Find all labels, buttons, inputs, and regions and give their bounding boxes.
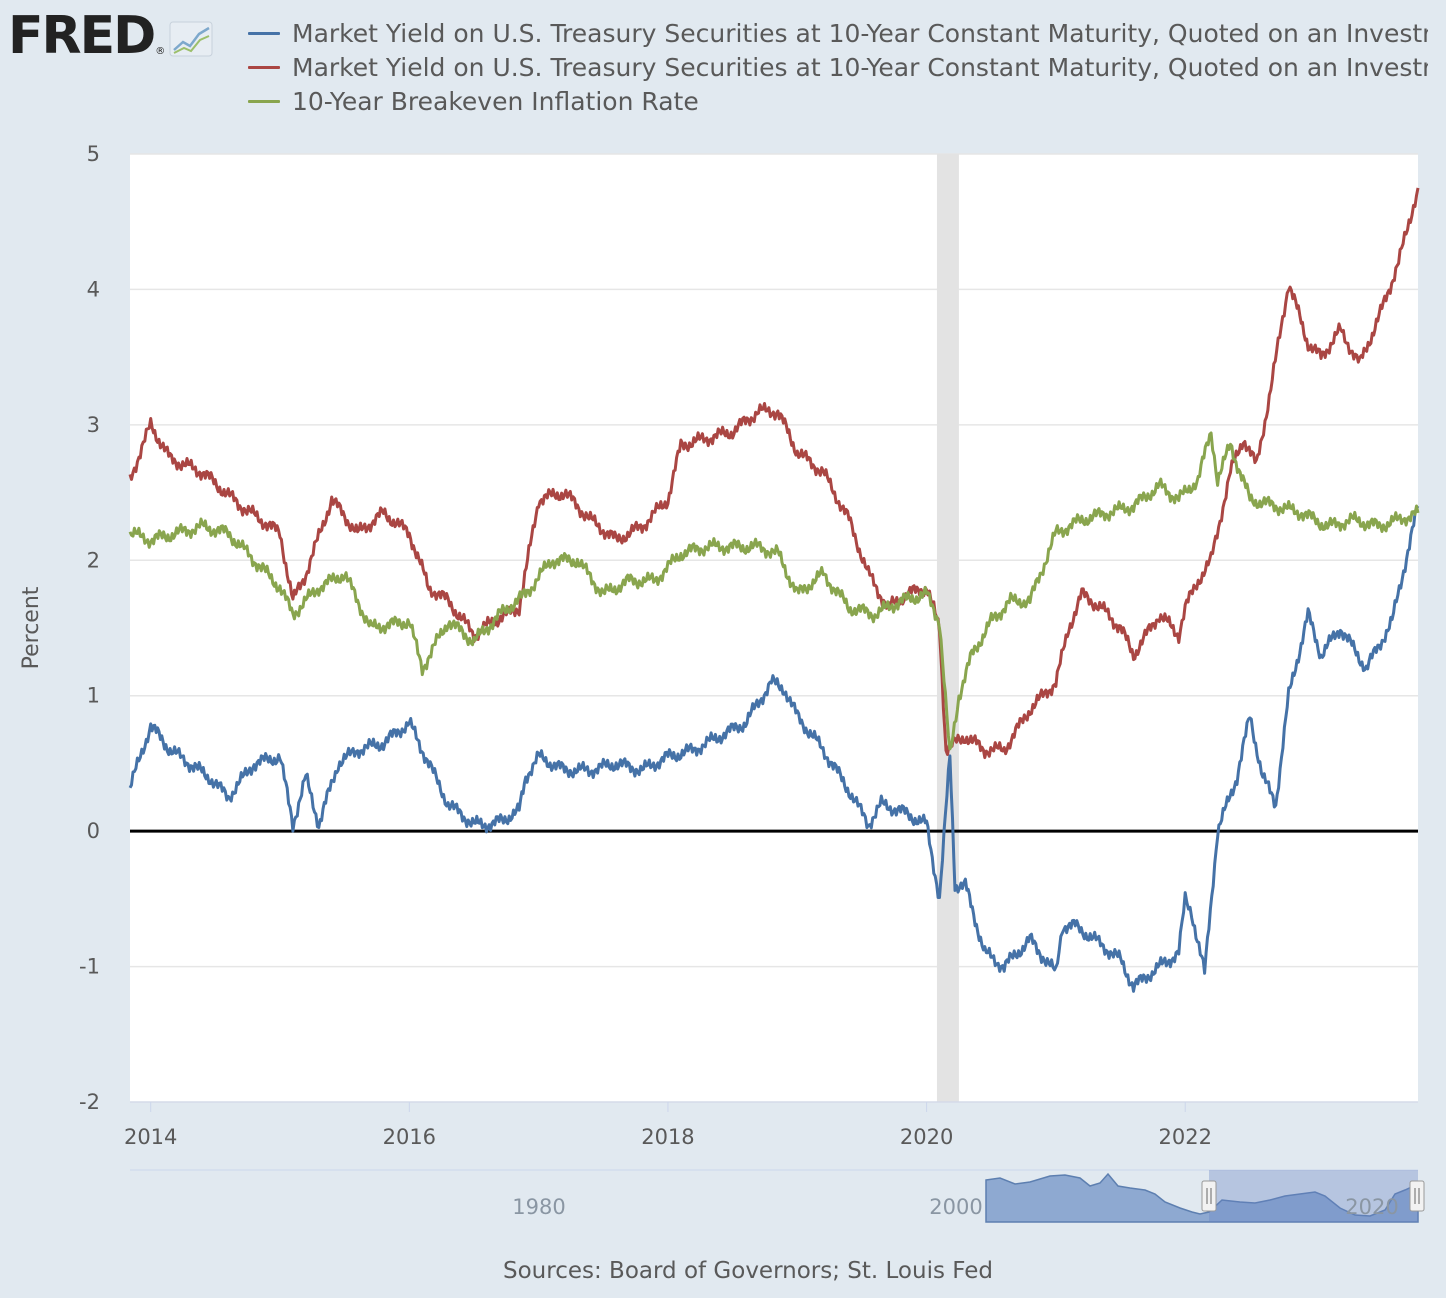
legend-label: 10-Year Breakeven Inflation Rate (292, 86, 699, 116)
x-tick-label: 2016 (383, 1125, 436, 1149)
legend-item-series-1[interactable]: Market Yield on U.S. Treasury Securities… (248, 16, 1428, 50)
x-tick-label: 2022 (1159, 1125, 1212, 1149)
y-tick-label: 1 (87, 684, 100, 708)
y-tick-label: 3 (87, 413, 100, 437)
navigator-label-1980: 1980 (512, 1195, 565, 1219)
navigator-label-2020: 2020 (1345, 1195, 1398, 1219)
series-line-market-yield-blue[interactable] (128, 505, 1420, 993)
y-tick-label: 2 (87, 548, 100, 572)
series-line-market-yield-red[interactable] (128, 187, 1420, 760)
x-axis-ticks: 2014 2016 2018 2020 2022 (124, 1102, 1212, 1149)
plot-background (130, 154, 1418, 1102)
trend-chart-icon (169, 21, 213, 57)
fred-logo[interactable]: FRED ® (8, 6, 215, 66)
y-axis-ticks: 5 4 3 2 1 0 -1 -2 (79, 142, 100, 1114)
y-tick-label: -1 (79, 955, 100, 979)
legend-swatch (248, 31, 280, 35)
navigator-right-handle[interactable] (1409, 1180, 1425, 1212)
legend-swatch (248, 65, 280, 69)
y-tick-label: -2 (79, 1090, 100, 1114)
x-tick-label: 2020 (900, 1125, 953, 1149)
y-tick-label: 4 (87, 277, 100, 301)
navigator-label-2000: 2000 (929, 1195, 982, 1219)
legend-label: Market Yield on U.S. Treasury Securities… (292, 18, 1428, 48)
series-lines (128, 187, 1420, 993)
navigator-series-area (985, 1172, 1419, 1223)
x-tick-label: 2014 (124, 1125, 177, 1149)
x-tick-label: 2018 (641, 1125, 694, 1149)
logo-text: FRED (8, 6, 156, 66)
legend-item-series-2[interactable]: Market Yield on U.S. Treasury Securities… (248, 50, 1428, 84)
legend-label: Market Yield on U.S. Treasury Securities… (292, 52, 1428, 82)
navigator-selected-range[interactable] (1209, 1170, 1418, 1222)
y-tick-label: 5 (87, 142, 100, 166)
logo-registered-mark: ® (155, 45, 166, 57)
navigator-left-handle[interactable] (1201, 1180, 1217, 1212)
source-note: Sources: Board of Governors; St. Louis F… (503, 1258, 993, 1284)
y-axis-title: Percent (19, 586, 44, 669)
legend-item-series-3[interactable]: 10-Year Breakeven Inflation Rate (248, 84, 1428, 118)
series-line-breakeven-green[interactable] (128, 431, 1420, 751)
y-tick-label: 0 (87, 819, 100, 843)
range-navigator[interactable]: 1980 2000 2020 (130, 1169, 1425, 1223)
legend-swatch (248, 99, 280, 103)
